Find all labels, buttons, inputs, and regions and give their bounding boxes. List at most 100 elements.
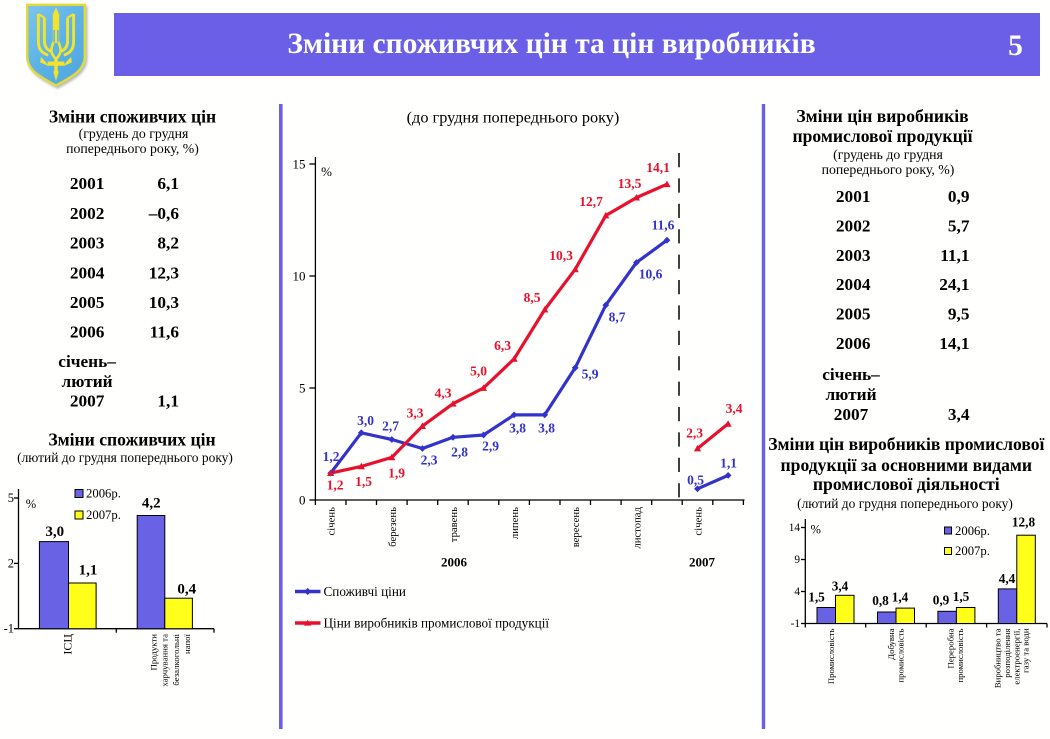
svg-text:0,4: 0,4 bbox=[177, 582, 196, 598]
svg-text:8,7: 8,7 bbox=[609, 310, 626, 325]
svg-text:1,2: 1,2 bbox=[327, 478, 344, 493]
svg-text:5: 5 bbox=[1008, 30, 1023, 62]
svg-text:2002: 2002 bbox=[836, 216, 871, 235]
svg-text:1,1: 1,1 bbox=[157, 392, 179, 411]
svg-text:2,8: 2,8 bbox=[451, 445, 468, 460]
svg-text:3,8: 3,8 bbox=[509, 421, 526, 436]
svg-text:5,0: 5,0 bbox=[470, 364, 487, 379]
svg-text:9,5: 9,5 bbox=[948, 305, 970, 324]
svg-text:2006: 2006 bbox=[70, 323, 105, 342]
svg-text:Зміни споживчих цін: Зміни споживчих цін bbox=[49, 106, 216, 126]
svg-text:2006: 2006 bbox=[441, 555, 468, 570]
svg-text:попереднього року, %): попереднього року, %) bbox=[66, 141, 199, 157]
svg-text:січень–: січень– bbox=[58, 352, 116, 371]
svg-text:напої: напої bbox=[182, 633, 192, 654]
svg-text:%: % bbox=[26, 497, 36, 511]
svg-text:газу та води: газу та води bbox=[1021, 628, 1031, 673]
svg-text:0,5: 0,5 bbox=[687, 473, 704, 488]
svg-text:лютий: лютий bbox=[62, 372, 113, 391]
svg-text:12,8: 12,8 bbox=[1012, 515, 1036, 530]
svg-text:–0,6: –0,6 bbox=[148, 204, 180, 223]
svg-text:березень: березень bbox=[387, 507, 399, 547]
svg-text:попереднього року, %): попереднього року, %) bbox=[822, 162, 955, 178]
svg-text:2001: 2001 bbox=[70, 174, 105, 193]
svg-text:6,3: 6,3 bbox=[494, 338, 511, 353]
svg-text:4: 4 bbox=[794, 586, 800, 598]
svg-text:%: % bbox=[321, 164, 332, 179]
svg-text:промислової діяльності: промислової діяльності bbox=[813, 474, 1000, 494]
svg-text:Ціни виробників промислової пр: Ціни виробників промислової продукції bbox=[324, 616, 550, 631]
svg-text:(до грудня попереднього року): (до грудня попереднього року) bbox=[407, 108, 620, 127]
svg-text:(лютий до грудня попереднього: (лютий до грудня попереднього року) bbox=[17, 450, 233, 465]
svg-text:3,4: 3,4 bbox=[726, 401, 743, 416]
svg-text:Зміни споживчих цін та цін вир: Зміни споживчих цін та цін виробників bbox=[287, 28, 815, 60]
svg-text:0: 0 bbox=[299, 493, 306, 508]
svg-text:липень: липень bbox=[509, 507, 521, 539]
svg-text:2: 2 bbox=[8, 556, 14, 570]
svg-text:2007: 2007 bbox=[689, 555, 716, 570]
svg-text:11,6: 11,6 bbox=[150, 323, 180, 342]
svg-text:14: 14 bbox=[789, 522, 801, 534]
svg-text:1,1: 1,1 bbox=[79, 563, 98, 579]
svg-text:3,4: 3,4 bbox=[948, 405, 970, 424]
svg-text:24,1: 24,1 bbox=[939, 275, 969, 294]
svg-text:3,0: 3,0 bbox=[357, 413, 374, 428]
svg-text:Добувна: Добувна bbox=[886, 628, 896, 659]
svg-text:2007: 2007 bbox=[834, 405, 869, 424]
svg-text:1,9: 1,9 bbox=[388, 466, 405, 481]
svg-text:5,7: 5,7 bbox=[948, 216, 970, 235]
svg-text:5,9: 5,9 bbox=[582, 367, 599, 382]
svg-text:Споживчі ціни: Споживчі ціни bbox=[324, 584, 406, 599]
svg-text:3,4: 3,4 bbox=[832, 579, 849, 594]
svg-text:3,3: 3,3 bbox=[407, 406, 424, 421]
svg-text:харчування та: харчування та bbox=[160, 634, 170, 687]
svg-text:8,5: 8,5 bbox=[524, 290, 541, 305]
svg-text:січень–: січень– bbox=[822, 365, 880, 384]
svg-text:1,2: 1,2 bbox=[323, 449, 340, 464]
svg-text:2007: 2007 bbox=[70, 392, 105, 411]
svg-text:2,3: 2,3 bbox=[421, 453, 438, 468]
svg-text:2,9: 2,9 bbox=[482, 439, 499, 454]
svg-text:12,7: 12,7 bbox=[579, 194, 603, 209]
svg-text:5: 5 bbox=[8, 491, 14, 505]
svg-text:Зміни цін виробників: Зміни цін виробників bbox=[796, 106, 968, 126]
svg-text:2003: 2003 bbox=[70, 234, 105, 253]
svg-text:0,9: 0,9 bbox=[948, 187, 970, 206]
svg-text:розподілення: розподілення bbox=[1002, 629, 1012, 678]
svg-text:4,3: 4,3 bbox=[435, 386, 452, 401]
svg-text:продукції за основними видами: продукції за основними видами bbox=[781, 455, 1032, 475]
svg-text:2,7: 2,7 bbox=[382, 419, 399, 434]
svg-text:Зміни споживчих цін: Зміни споживчих цін bbox=[48, 430, 215, 450]
svg-text:вересень: вересень bbox=[570, 507, 582, 547]
svg-text:2003: 2003 bbox=[836, 246, 871, 265]
svg-text:15: 15 bbox=[293, 157, 306, 172]
svg-text:ІСЦ: ІСЦ bbox=[61, 634, 75, 655]
svg-text:10,3: 10,3 bbox=[149, 293, 180, 312]
svg-text:січень: січень bbox=[693, 507, 705, 536]
svg-text:3,0: 3,0 bbox=[45, 524, 64, 540]
svg-text:1,5: 1,5 bbox=[808, 590, 825, 605]
svg-text:11,1: 11,1 bbox=[940, 246, 969, 265]
svg-text:1,4: 1,4 bbox=[892, 590, 909, 605]
svg-text:4,4: 4,4 bbox=[999, 571, 1016, 586]
svg-text:2002: 2002 bbox=[70, 204, 105, 223]
svg-text:10,6: 10,6 bbox=[639, 267, 663, 282]
svg-text:лютий: лютий bbox=[825, 385, 876, 404]
svg-text:електроенергії,: електроенергії, bbox=[1011, 629, 1021, 685]
svg-text:Продукти: Продукти bbox=[148, 634, 158, 671]
svg-text:2,3: 2,3 bbox=[686, 426, 703, 441]
svg-text:0,8: 0,8 bbox=[872, 593, 889, 608]
svg-text:(грудень до грудня: (грудень до грудня bbox=[833, 147, 943, 163]
svg-text:безалкогольні: безалкогольні bbox=[171, 633, 181, 685]
svg-text:14,1: 14,1 bbox=[646, 160, 670, 175]
svg-text:Зміни цін виробників промислов: Зміни цін виробників промислової bbox=[768, 434, 1044, 454]
svg-text:2001: 2001 bbox=[836, 187, 871, 206]
svg-text:11,6: 11,6 bbox=[652, 218, 675, 233]
svg-text:8,2: 8,2 bbox=[157, 234, 179, 253]
svg-text:промисловість: промисловість bbox=[895, 628, 905, 682]
svg-text:4,2: 4,2 bbox=[142, 496, 161, 512]
svg-text:2006р.: 2006р. bbox=[86, 487, 121, 501]
svg-text:6,1: 6,1 bbox=[157, 174, 179, 193]
svg-text:%: % bbox=[811, 523, 821, 537]
svg-text:13,5: 13,5 bbox=[618, 176, 642, 191]
